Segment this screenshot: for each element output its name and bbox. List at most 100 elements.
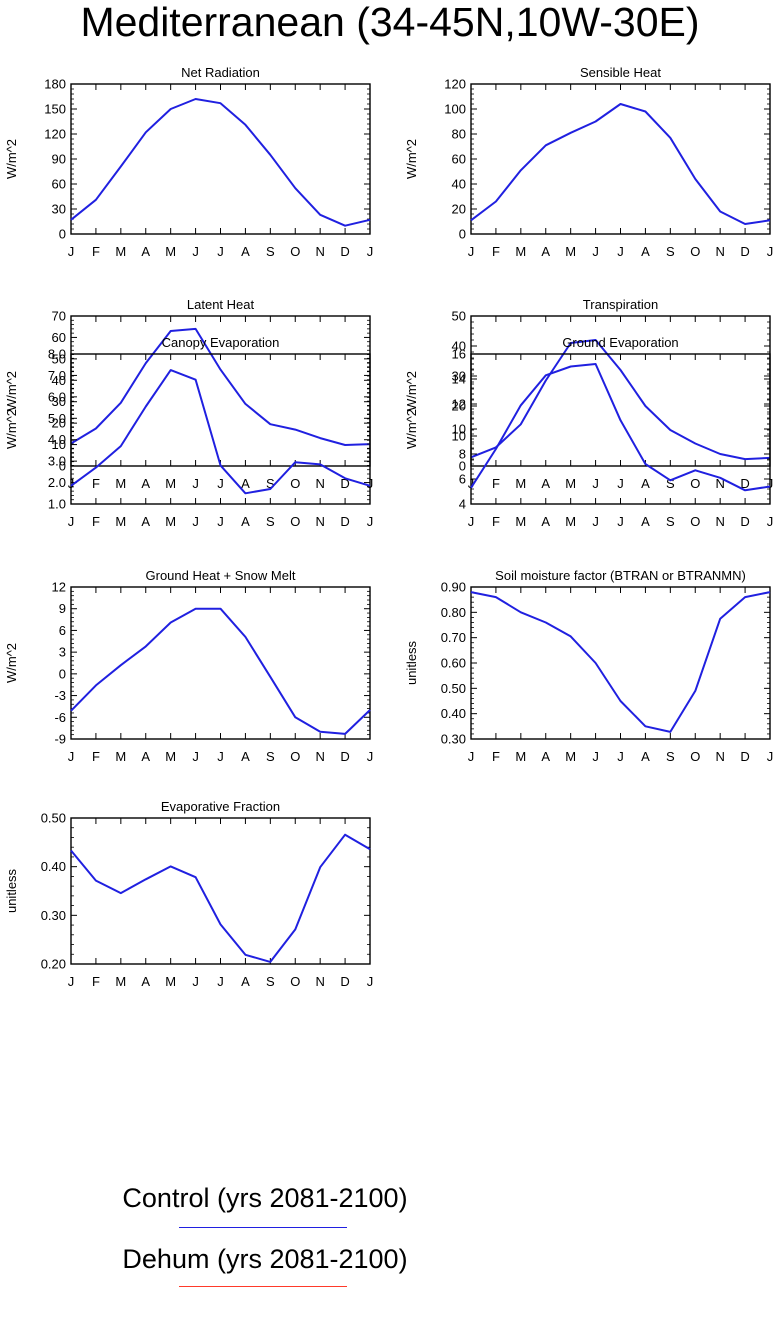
evaporative-fraction-series-line: [70, 833, 371, 963]
soil-moisture-factor-btran-or-btranmn-xtick-label: J: [767, 749, 774, 764]
net-radiation-ytick-label: 120: [44, 127, 66, 142]
transpiration-xtick-label: A: [641, 476, 650, 491]
soil-moisture-factor-btran-or-btranmn-xtick-label: O: [690, 749, 700, 764]
net-radiation-ytick-label: 30: [52, 202, 66, 217]
soil-moisture-factor-btran-or-btranmn-title: Soil moisture factor (BTRAN or BTRANMN): [495, 568, 746, 583]
sensible-heat-ytick-label: 20: [452, 202, 466, 217]
sensible-heat-ytick-label: 80: [452, 127, 466, 142]
net-radiation-xtick-label: D: [340, 244, 349, 259]
transpiration-xtick-label: M: [515, 476, 526, 491]
transpiration-xtick-label: N: [715, 476, 724, 491]
net-radiation-frame: [70, 83, 371, 235]
sensible-heat-ytick-label: 120: [444, 77, 466, 92]
ground-heat-snow-melt-ytick-label: 9: [59, 601, 66, 616]
soil-moisture-factor-btran-or-btranmn-ytick-label: 0.40: [441, 706, 466, 721]
evaporative-fraction-xtick-label: A: [141, 974, 150, 989]
net-radiation-ytick-label: 180: [44, 77, 66, 92]
transpiration-title: Transpiration: [583, 297, 658, 312]
sensible-heat-xtick-label: J: [617, 244, 624, 259]
soil-moisture-factor-btran-or-btranmn-xtick-label: M: [515, 749, 526, 764]
evaporative-fraction-title: Evaporative Fraction: [161, 799, 280, 814]
ground-heat-snow-melt-xtick-label: J: [367, 749, 374, 764]
ground-heat-snow-melt-xtick-label: M: [165, 749, 176, 764]
net-radiation-xtick-label: J: [192, 244, 199, 259]
latent-heat-xtick-label: O: [290, 476, 300, 491]
net-radiation-xtick-label: J: [367, 244, 374, 259]
evaporative-fraction-ytick-label: 0.50: [41, 811, 66, 826]
sensible-heat-xtick-label: J: [767, 244, 774, 259]
net-radiation-xtick-label: M: [165, 244, 176, 259]
ground-evaporation-xtick-label: F: [492, 514, 500, 529]
sensible-heat-series-line: [470, 103, 771, 225]
ground-heat-snow-melt-ytick-label: 12: [52, 580, 66, 595]
canopy-evaporation-xtick-label: J: [217, 514, 224, 529]
transpiration-xtick-label: O: [690, 476, 700, 491]
soil-moisture-factor-btran-or-btranmn-ytick-label: 0.90: [441, 580, 466, 595]
latent-heat-ytick-label: 20: [52, 416, 66, 431]
latent-heat-ytick-label: 50: [52, 351, 66, 366]
ground-evaporation-ytick-label: 8: [459, 447, 466, 462]
legend-label-dehum: Dehum (yrs 2081-2100): [122, 1244, 408, 1274]
evaporative-fraction-xtick-label: J: [68, 974, 75, 989]
ground-heat-snow-melt-xtick-label: J: [217, 749, 224, 764]
net-radiation-ylabel: W/m^2: [4, 139, 19, 179]
soil-moisture-factor-btran-or-btranmn-xtick-label: S: [666, 749, 675, 764]
ground-heat-snow-melt-ytick-label: -9: [54, 732, 66, 747]
ground-evaporation-xtick-label: D: [740, 514, 749, 529]
net-radiation-ytick-label: 150: [44, 102, 66, 117]
ground-evaporation-xtick-label: A: [541, 514, 550, 529]
soil-moisture-factor-btran-or-btranmn-ytick-label: 0.80: [441, 605, 466, 620]
sensible-heat-xtick-label: A: [641, 244, 650, 259]
ground-heat-snow-melt-ytick-label: 3: [59, 645, 66, 660]
latent-heat-xtick-label: M: [165, 476, 176, 491]
ground-evaporation-ytick-label: 10: [452, 422, 466, 437]
transpiration-series-line: [470, 339, 771, 461]
transpiration-ytick-label: 0: [459, 459, 466, 474]
net-radiation-xtick-label: M: [115, 244, 126, 259]
net-radiation-xtick-label: J: [68, 244, 75, 259]
soil-moisture-factor-btran-or-btranmn-ytick-label: 0.60: [441, 656, 466, 671]
canopy-evaporation-ytick-label: 7.0: [48, 368, 66, 383]
ground-evaporation-ylabel: W/m^2: [404, 409, 419, 449]
ground-heat-snow-melt-xtick-label: J: [192, 749, 199, 764]
ground-heat-snow-melt-xtick-label: O: [290, 749, 300, 764]
net-radiation-xtick-label: S: [266, 244, 275, 259]
legend-label-control: Control (yrs 2081-2100): [122, 1183, 408, 1213]
ground-heat-snow-melt-xtick-label: N: [315, 749, 324, 764]
sensible-heat-ytick-label: 60: [452, 152, 466, 167]
canopy-evaporation-ytick-label: 6.0: [48, 389, 66, 404]
sensible-heat-xtick-label: S: [666, 244, 675, 259]
net-radiation-title: Net Radiation: [181, 65, 260, 80]
panel-soil-moisture-factor-btran-or-btranmn: Soil moisture factor (BTRAN or BTRANMN) u…: [404, 568, 773, 764]
canopy-evaporation-ytick-label: 5.0: [48, 411, 66, 426]
latent-heat-ytick-label: 0: [59, 459, 66, 474]
canopy-evaporation-xtick-label: S: [266, 514, 275, 529]
evaporative-fraction-xtick-label: A: [241, 974, 250, 989]
page-title: Mediterranean (34-45N,10W-30E): [80, 0, 700, 45]
net-radiation-ytick-label: 90: [52, 152, 66, 167]
latent-heat-xtick-label: F: [92, 476, 100, 491]
latent-heat-ytick-label: 10: [52, 437, 66, 452]
transpiration-xtick-label: F: [492, 476, 500, 491]
ground-evaporation-ytick-label: 16: [452, 347, 466, 362]
panel-ground-heat-snow-melt: Ground Heat + Snow Melt W/m^2 -9 -6 -3 0 3 6 9 12…: [4, 568, 373, 764]
evaporative-fraction-xtick-label: M: [165, 974, 176, 989]
evaporative-fraction-xtick-label: M: [115, 974, 126, 989]
transpiration-xtick-label: A: [541, 476, 550, 491]
ground-heat-snow-melt-title: Ground Heat + Snow Melt: [146, 568, 296, 583]
ground-evaporation-xtick-label: S: [666, 514, 675, 529]
net-radiation-ytick-label: 0: [59, 227, 66, 242]
sensible-heat-xtick-label: M: [515, 244, 526, 259]
evaporative-fraction-xtick-label: S: [266, 974, 275, 989]
canopy-evaporation-ytick-label: 1.0: [48, 497, 66, 512]
latent-heat-ytick-label: 70: [52, 309, 66, 324]
ground-evaporation-ytick-label: 4: [459, 497, 466, 512]
evaporative-fraction-xtick-label: J: [192, 974, 199, 989]
soil-moisture-factor-btran-or-btranmn-ylabel: unitless: [404, 640, 419, 685]
latent-heat-xtick-label: N: [315, 476, 324, 491]
sensible-heat-xtick-label: D: [740, 244, 749, 259]
net-radiation-ytick-label: 60: [52, 177, 66, 192]
transpiration-xtick-label: J: [592, 476, 599, 491]
